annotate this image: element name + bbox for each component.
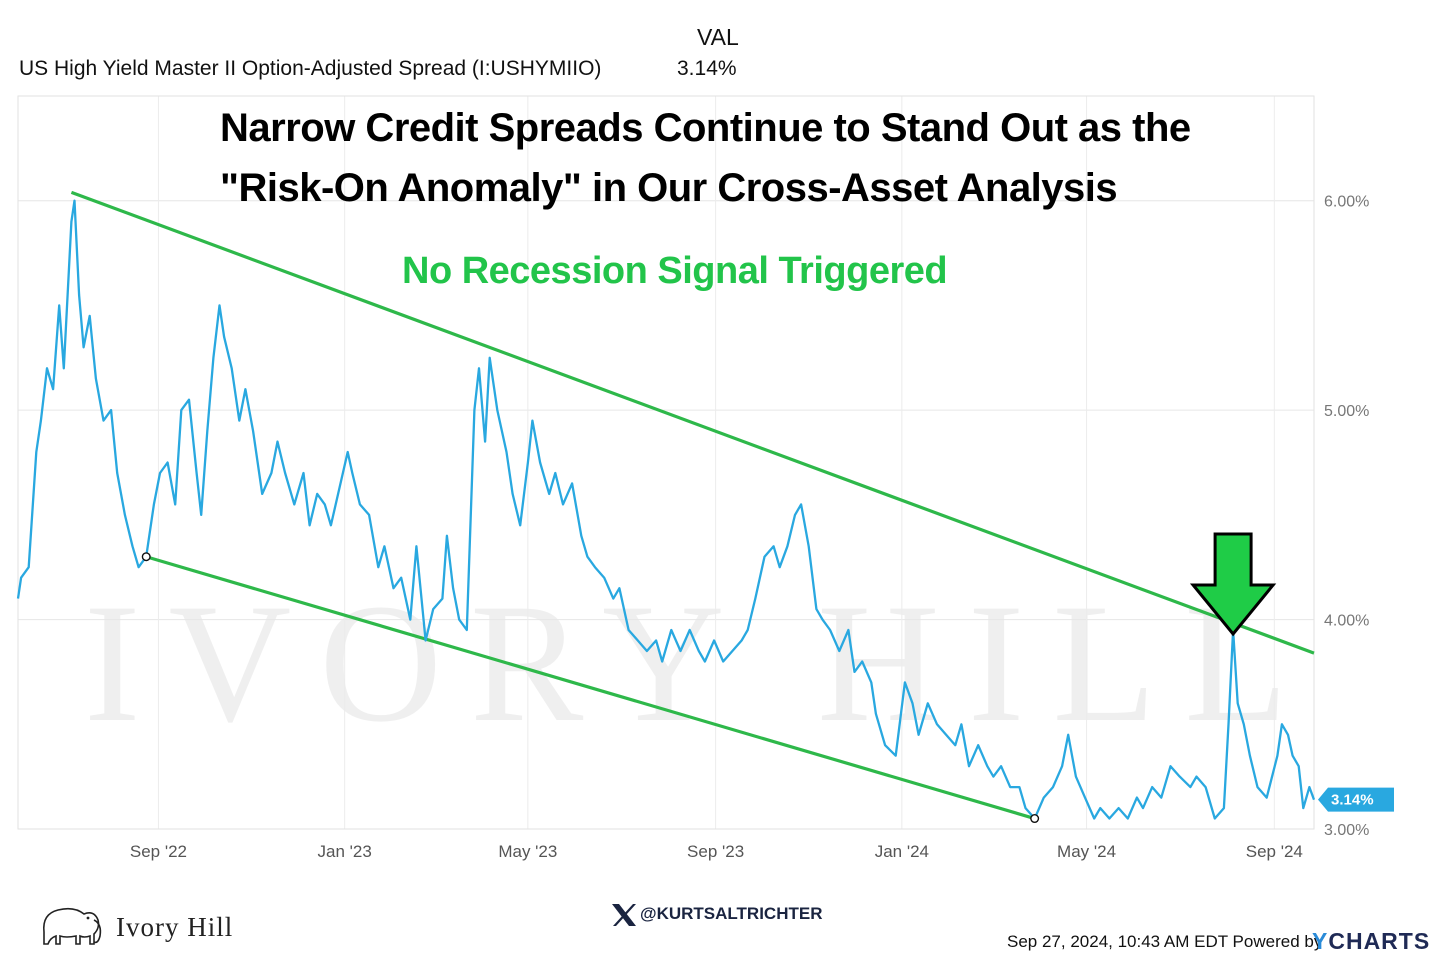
chart-subtitle: No Recession Signal Triggered [402, 250, 948, 292]
ycharts-logo-y: Y [1312, 928, 1329, 954]
y-tick-label: 6.00% [1324, 194, 1369, 211]
series-value-label: 3.14% [677, 57, 737, 80]
trendline [70, 190, 1315, 655]
elephant-icon [42, 907, 102, 945]
current-value-text: 3.14% [1331, 792, 1374, 809]
chart-title-line-2: "Risk-On Anomaly" in Our Cross-Asset Ana… [220, 166, 1118, 210]
brand-name: Ivory Hill [116, 912, 234, 942]
y-tick-label: 5.00% [1324, 403, 1369, 420]
trendline [145, 555, 1036, 821]
touch-point-marker [141, 552, 151, 562]
plot-frame [17, 95, 1315, 830]
series-line [16, 199, 1316, 820]
down-arrow-shape [1189, 532, 1277, 637]
current-value-badge: 3.14% [1318, 787, 1394, 812]
down-arrow-icon [1189, 532, 1277, 637]
x-tick-label: Jan '24 [875, 842, 929, 861]
timestamp-label: Sep 27, 2024, 10:43 AM EDT Powered by [1007, 932, 1323, 951]
y-tick-label: 3.00% [1324, 822, 1369, 839]
x-logo-icon [612, 904, 636, 926]
social-handle: @KURTSALTRICHTER [640, 904, 823, 923]
ycharts-logo-text: CHARTS [1328, 928, 1431, 954]
series-name-label: US High Yield Master II Option-Adjusted … [19, 57, 602, 80]
x-tick-label: May '23 [498, 842, 557, 861]
watermark-text: IVORY HILL [84, 569, 1316, 757]
x-tick-label: Sep '23 [687, 842, 744, 861]
x-tick-label: Sep '24 [1246, 842, 1303, 861]
x-tick-label: Sep '22 [130, 842, 187, 861]
x-tick-label: May '24 [1057, 842, 1116, 861]
x-tick-label: Jan '23 [318, 842, 372, 861]
y-tick-label: 4.00% [1324, 613, 1369, 630]
touch-point-marker [1030, 814, 1040, 824]
value-column-header: VAL [697, 24, 739, 50]
chart-title-line-1: Narrow Credit Spreads Continue to Stand … [220, 106, 1191, 150]
ycharts-logo: YCHARTS [1312, 928, 1430, 955]
watermark: IVORY HILL [84, 569, 1316, 757]
